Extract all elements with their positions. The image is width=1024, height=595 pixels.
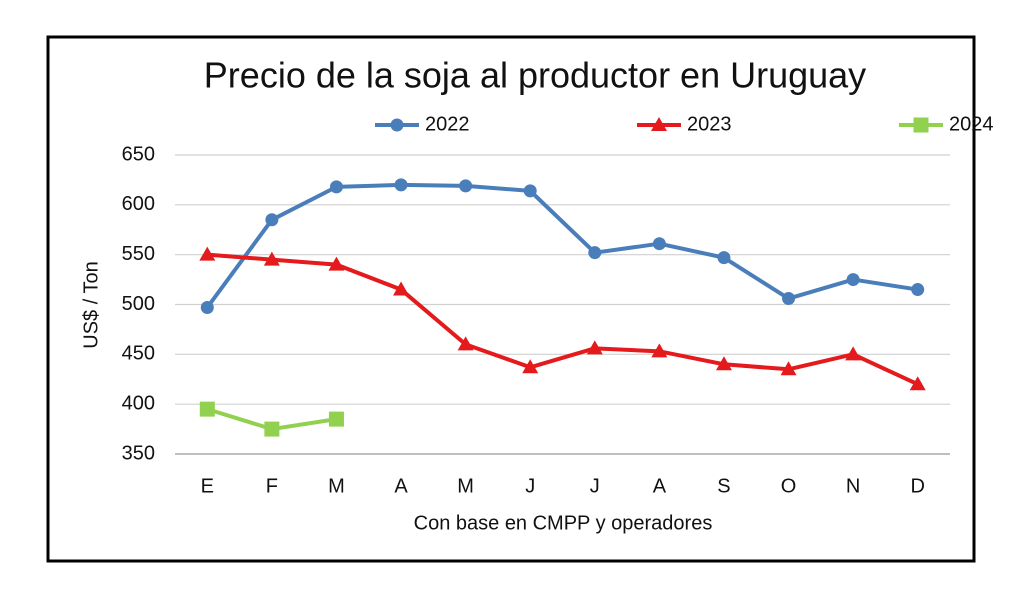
marker — [199, 246, 216, 261]
x-tick-label: A — [394, 475, 408, 497]
y-tick-label: 550 — [122, 243, 155, 265]
x-tick-label: O — [781, 475, 797, 497]
x-tick-label: M — [457, 475, 474, 497]
marker — [393, 281, 410, 296]
marker — [651, 343, 668, 358]
marker — [265, 213, 279, 227]
x-tick-label: A — [653, 475, 667, 497]
marker — [264, 421, 280, 437]
y-tick-label: 650 — [122, 143, 155, 165]
marker — [263, 251, 280, 266]
marker — [782, 292, 796, 306]
y-tick-label: 600 — [122, 193, 155, 215]
x-tick-label: D — [910, 475, 924, 497]
y-tick-label: 450 — [122, 343, 155, 365]
marker — [328, 411, 344, 427]
legend-marker — [651, 117, 667, 131]
y-tick-label: 400 — [122, 392, 155, 414]
marker — [846, 273, 860, 287]
legend-marker — [390, 118, 404, 132]
x-tick-label: N — [846, 475, 860, 497]
marker — [717, 251, 731, 265]
marker — [329, 180, 343, 194]
x-tick-label: J — [590, 475, 600, 497]
x-tick-label: F — [266, 475, 278, 497]
frame — [46, 35, 976, 563]
marker — [588, 246, 602, 260]
chart-title: Precio de la soja al productor en Urugua… — [204, 55, 866, 96]
x-tick-label: J — [525, 475, 535, 497]
marker — [200, 300, 214, 314]
marker — [328, 256, 345, 271]
legend-label: 2022 — [425, 113, 470, 135]
marker — [459, 179, 473, 193]
legend-label: 2024 — [949, 113, 994, 135]
y-axis-title: US$ / Ton — [80, 261, 102, 348]
marker — [394, 178, 408, 192]
x-axis-title: Con base en CMPP y operadores — [414, 512, 713, 534]
marker — [780, 361, 797, 376]
x-tick-label: S — [717, 475, 730, 497]
marker — [522, 359, 539, 374]
marker — [652, 237, 666, 251]
legend-label: 2023 — [687, 113, 732, 135]
marker — [523, 184, 537, 198]
marker — [199, 401, 215, 417]
marker — [715, 356, 732, 371]
legend-marker — [913, 117, 929, 133]
series-line — [205, 182, 919, 309]
marker — [457, 336, 474, 351]
marker — [909, 376, 926, 391]
marker — [845, 346, 862, 361]
x-tick-label: E — [201, 475, 214, 497]
x-tick-label: M — [328, 475, 345, 497]
marker — [586, 340, 603, 355]
series-line — [207, 252, 919, 387]
y-tick-label: 350 — [122, 442, 155, 464]
y-tick-label: 500 — [122, 293, 155, 315]
marker — [911, 283, 925, 297]
